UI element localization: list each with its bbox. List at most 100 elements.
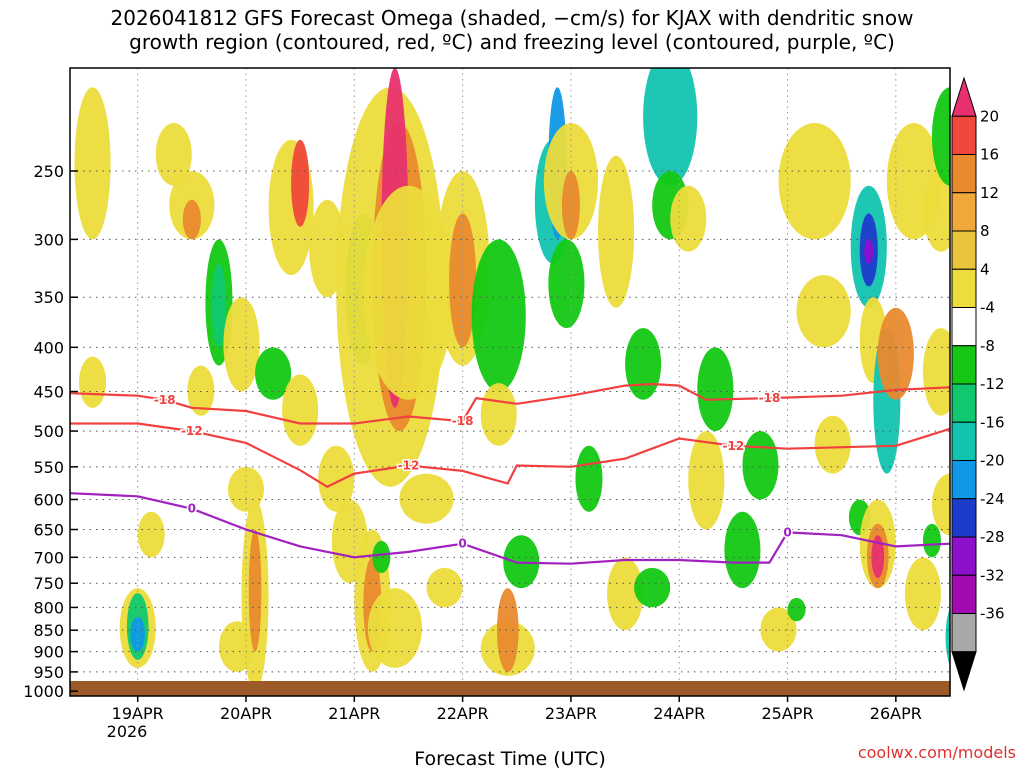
- y-tick-label: 500: [33, 422, 64, 441]
- omega-shade-region: [607, 557, 644, 631]
- colorbar-swatch: [951, 345, 977, 385]
- colorbar-label: 20: [980, 107, 999, 125]
- y-tick-label: 600: [33, 490, 64, 509]
- colorbar-swatch: [951, 154, 977, 194]
- omega-shade-region: [130, 616, 145, 652]
- contour-line: [70, 422, 950, 488]
- omega-shade-region: [778, 123, 851, 240]
- y-tick-label: 550: [33, 458, 64, 477]
- omega-shade-region: [796, 275, 851, 348]
- omega-shade-region: [877, 307, 914, 400]
- colorbar-label: 12: [980, 184, 999, 202]
- y-tick-label: 900: [33, 643, 64, 662]
- omega-shade-region: [724, 511, 761, 589]
- x-tick-label: 19APR: [112, 704, 164, 723]
- omega-shade-region: [922, 328, 950, 416]
- omega-shade-region: [309, 199, 346, 298]
- colorbar-label: -24: [980, 490, 1005, 508]
- omega-shade-region: [211, 263, 227, 348]
- omega-shade-region: [318, 445, 355, 512]
- chart-title-line1: 2026041812 GFS Forecast Omega (shaded, −…: [110, 6, 914, 30]
- omega-shade-region: [223, 297, 260, 392]
- y-tick-label: 950: [33, 663, 64, 682]
- omega-shade-region: [634, 567, 671, 608]
- y-tick-label: 300: [33, 230, 64, 249]
- plot-frame: [69, 67, 951, 697]
- colorbar-label: 16: [980, 146, 999, 164]
- omega-shade-region: [598, 155, 635, 308]
- y-tick-label: 650: [33, 521, 64, 540]
- omega-shade-region: [575, 445, 603, 512]
- colorbar-swatch: [951, 192, 977, 232]
- colorbar-swatch: [951, 574, 977, 614]
- omega-shade-region: [399, 473, 454, 524]
- colorbar-label: -32: [980, 566, 1005, 584]
- omega-shade-region: [74, 87, 111, 240]
- omega-shade-region: [931, 473, 950, 536]
- contour-label: -12: [398, 458, 420, 472]
- colorbar-swatch: [951, 115, 977, 155]
- omega-shade-region: [137, 511, 165, 558]
- credit-text: coolwx.com/models: [858, 743, 1016, 762]
- colorbar-swatch: [951, 460, 977, 500]
- omega-shade-region: [187, 365, 215, 416]
- omega-shade-region: [688, 431, 725, 530]
- colorbar-swatch: [951, 268, 977, 308]
- omega-shade-region: [787, 597, 806, 622]
- omega-shade-region: [864, 239, 874, 264]
- colorbar: 20 16 12 8 4 -4 -8 -12 -16 -20 -24 -28 -32 -36: [951, 76, 1005, 692]
- contour-label: -18: [154, 393, 176, 407]
- y-axis: 250 300 350 400 450 500 550 600 650 700 750 800 850 9…: [23, 162, 78, 701]
- x-tick-label: 26APR: [870, 704, 922, 723]
- colorbar-label: 8: [980, 222, 990, 240]
- omega-shade-region: [742, 431, 779, 500]
- x-tick-label: 21APR: [328, 704, 380, 723]
- omega-shade-region: [561, 170, 580, 240]
- omega-shade-region: [922, 170, 950, 252]
- omega-shade-region: [182, 199, 201, 240]
- colorbar-label: -36: [980, 605, 1005, 623]
- omega-shade-region: [372, 540, 391, 574]
- contour-label: 0: [783, 525, 791, 539]
- chart-title-line2: growth region (contoured, red, ºC) and f…: [129, 30, 895, 54]
- colorbar-swatch: [951, 230, 977, 270]
- colorbar-label: -16: [980, 413, 1005, 431]
- y-tick-label: 750: [33, 574, 64, 593]
- contour-line: [70, 382, 950, 425]
- colorbar-swatch: [951, 307, 977, 347]
- contour-label: 0: [458, 537, 466, 551]
- contour-lines: -18 -18 -18 -12 -12 -12 0 0 0: [70, 382, 950, 565]
- colorbar-swatch: [951, 498, 977, 538]
- omega-shade-region: [496, 588, 519, 672]
- x-axis-title: Forecast Time (UTC): [414, 748, 605, 768]
- contour-line: [70, 492, 950, 565]
- omega-shade-region: [697, 347, 734, 432]
- contour-label: 0: [188, 502, 196, 516]
- x-tick-label: 22APR: [437, 704, 489, 723]
- omega-shade-region: [931, 87, 950, 186]
- x-axis: 19APR 20APR 21APR 22APR 23APR 24APR 25APR 26APR: [112, 696, 922, 723]
- omega-shade-region: [871, 535, 885, 579]
- omega-shade-region: [248, 529, 262, 652]
- colorbar-label: -8: [980, 337, 995, 355]
- contour-label: -18: [452, 414, 474, 428]
- omega-shade-region: [282, 374, 319, 446]
- colorbar-label: 4: [980, 260, 990, 278]
- omega-shade-region: [625, 328, 662, 400]
- contour-label: -12: [723, 439, 745, 453]
- omega-shade-region: [363, 185, 454, 400]
- omega-shade-region: [155, 123, 192, 186]
- omega-shade-region: [670, 185, 707, 252]
- omega-shade-region: [367, 588, 422, 668]
- omega-shade-region: [814, 415, 851, 474]
- y-tick-label: 700: [33, 548, 64, 567]
- y-tick-label: 850: [33, 621, 64, 640]
- omega-shade-region: [426, 567, 463, 608]
- y-tick-label: 450: [33, 383, 64, 402]
- y-tick-label: 1000: [23, 682, 64, 701]
- omega-shade-region: [480, 383, 517, 446]
- colorbar-label: -20: [980, 452, 1005, 470]
- omega-shade-region: [548, 239, 585, 329]
- omega-shade-region: [79, 356, 107, 408]
